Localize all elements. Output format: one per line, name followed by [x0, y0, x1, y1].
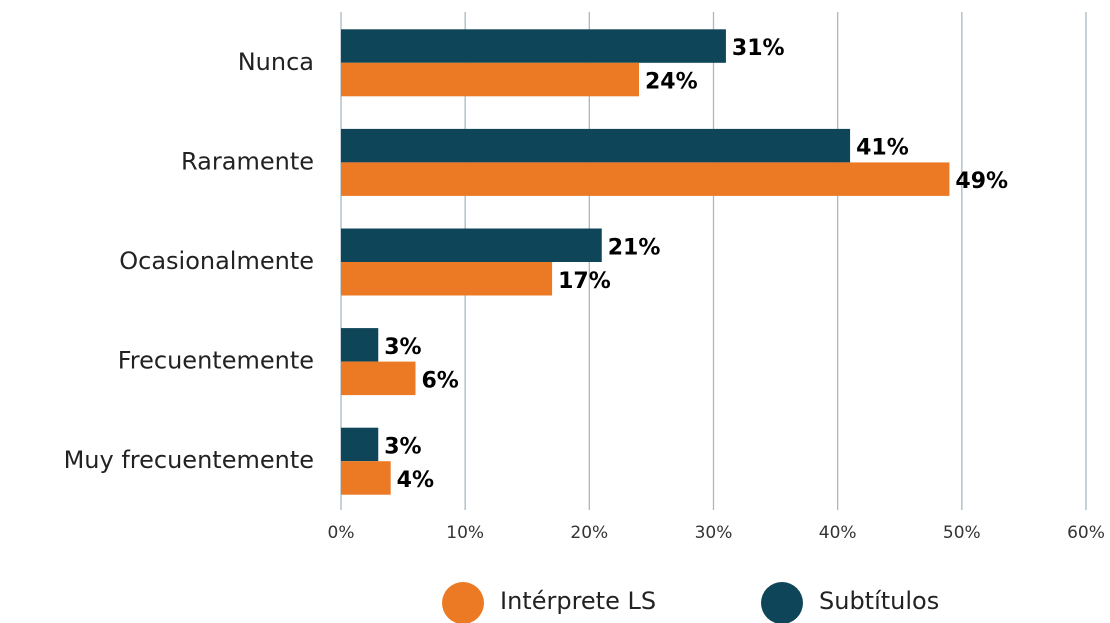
- legend-label: Intérprete LS: [500, 587, 656, 615]
- x-tick-label: 40%: [819, 523, 857, 543]
- bar: [341, 361, 416, 396]
- value-label: 49%: [955, 169, 1008, 194]
- y-tick-label: Raramente: [181, 147, 314, 175]
- legend-swatch: [442, 582, 484, 623]
- value-label: 24%: [645, 70, 698, 95]
- x-tick-label: 0%: [328, 523, 355, 543]
- bar: [341, 62, 639, 97]
- bar: [341, 29, 726, 63]
- x-tick-label: 10%: [446, 523, 484, 543]
- value-label: 3%: [384, 434, 421, 459]
- bar: [341, 162, 950, 196]
- bar: [341, 427, 379, 462]
- y-tick-label: Ocasionalmente: [119, 247, 314, 275]
- x-tick-label: 50%: [943, 523, 981, 543]
- value-label: 3%: [384, 335, 421, 360]
- value-label: 4%: [397, 468, 434, 493]
- value-label: 17%: [558, 269, 611, 294]
- x-tick-label: 60%: [1067, 523, 1105, 543]
- legend-swatch: [761, 582, 803, 623]
- bar: [341, 328, 379, 362]
- value-label: 31%: [732, 36, 785, 61]
- bar: [341, 228, 602, 262]
- legend-label: Subtítulos: [819, 587, 939, 615]
- value-label: 6%: [422, 368, 459, 393]
- x-tick-label: 30%: [695, 523, 733, 543]
- y-tick-label: Muy frecuentemente: [64, 446, 314, 474]
- value-label: 21%: [608, 235, 661, 260]
- y-tick-label: Nunca: [238, 48, 314, 76]
- value-label: 41%: [856, 136, 909, 161]
- y-tick-label: Frecuentemente: [118, 347, 314, 375]
- bar: [341, 262, 553, 296]
- x-tick-label: 20%: [570, 523, 608, 543]
- bar: [341, 461, 391, 495]
- bar: [341, 128, 851, 163]
